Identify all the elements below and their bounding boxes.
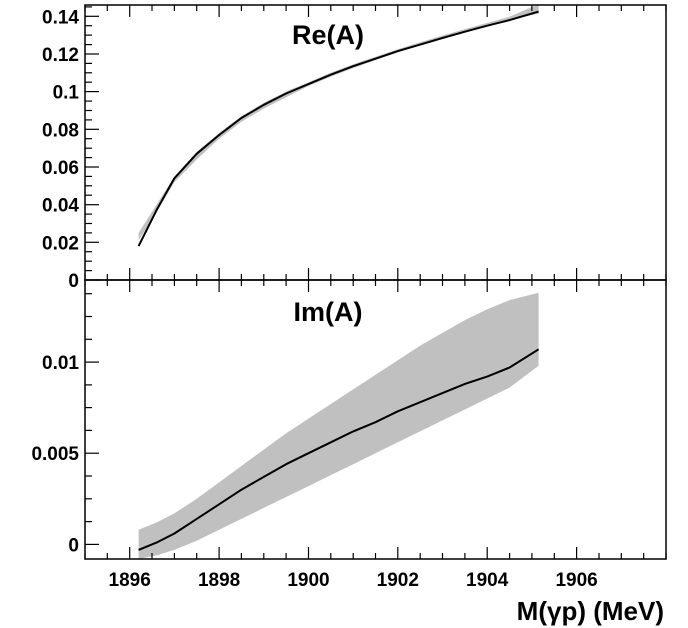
- y-tick-label: 0.04: [42, 196, 79, 217]
- y-tick-label: 0.005: [31, 444, 79, 465]
- y-tick-label: 0.06: [42, 158, 79, 179]
- x-tick-label: 1896: [109, 570, 151, 591]
- re-a-central-curve: [137, 10, 539, 247]
- y-tick-label: 0.02: [42, 233, 79, 254]
- im-a-central-curve: [138, 348, 540, 551]
- re-a-plot-frame: [84, 4, 667, 281]
- im-a-uncertainty-band: [138, 292, 539, 559]
- y-tick-label: 0.1: [53, 83, 80, 104]
- x-tick-label: 1904: [466, 570, 509, 591]
- y-tick-label: 0: [68, 535, 79, 556]
- x-axis-title: M(γp) (MeV): [517, 596, 664, 626]
- x-tick-label: 1900: [287, 570, 329, 591]
- x-tick-label: 1898: [198, 570, 240, 591]
- y-tick-label: 0.12: [42, 45, 79, 66]
- re-a-panel-title: Re(A): [292, 20, 364, 50]
- im-a-plot-frame: [84, 279, 667, 560]
- x-tick-label: 1902: [377, 570, 419, 591]
- y-tick-label: 0.01: [42, 353, 79, 374]
- y-tick-label: 0.14: [42, 7, 79, 28]
- y-tick-label: 0: [68, 271, 79, 292]
- re-a-panel: 0 0.02 0.04 0.06 0.08 0.1 0.12 0.14 Re(A): [42, 4, 667, 292]
- im-a-panel-title: Im(A): [294, 297, 363, 327]
- y-tick-label: 0.08: [42, 120, 79, 141]
- im-a-panel: 0 0.005 0.01 1896 1898 1900 1902 1904 1906 Im(A): [31, 279, 667, 591]
- x-tick-label: 1906: [555, 570, 597, 591]
